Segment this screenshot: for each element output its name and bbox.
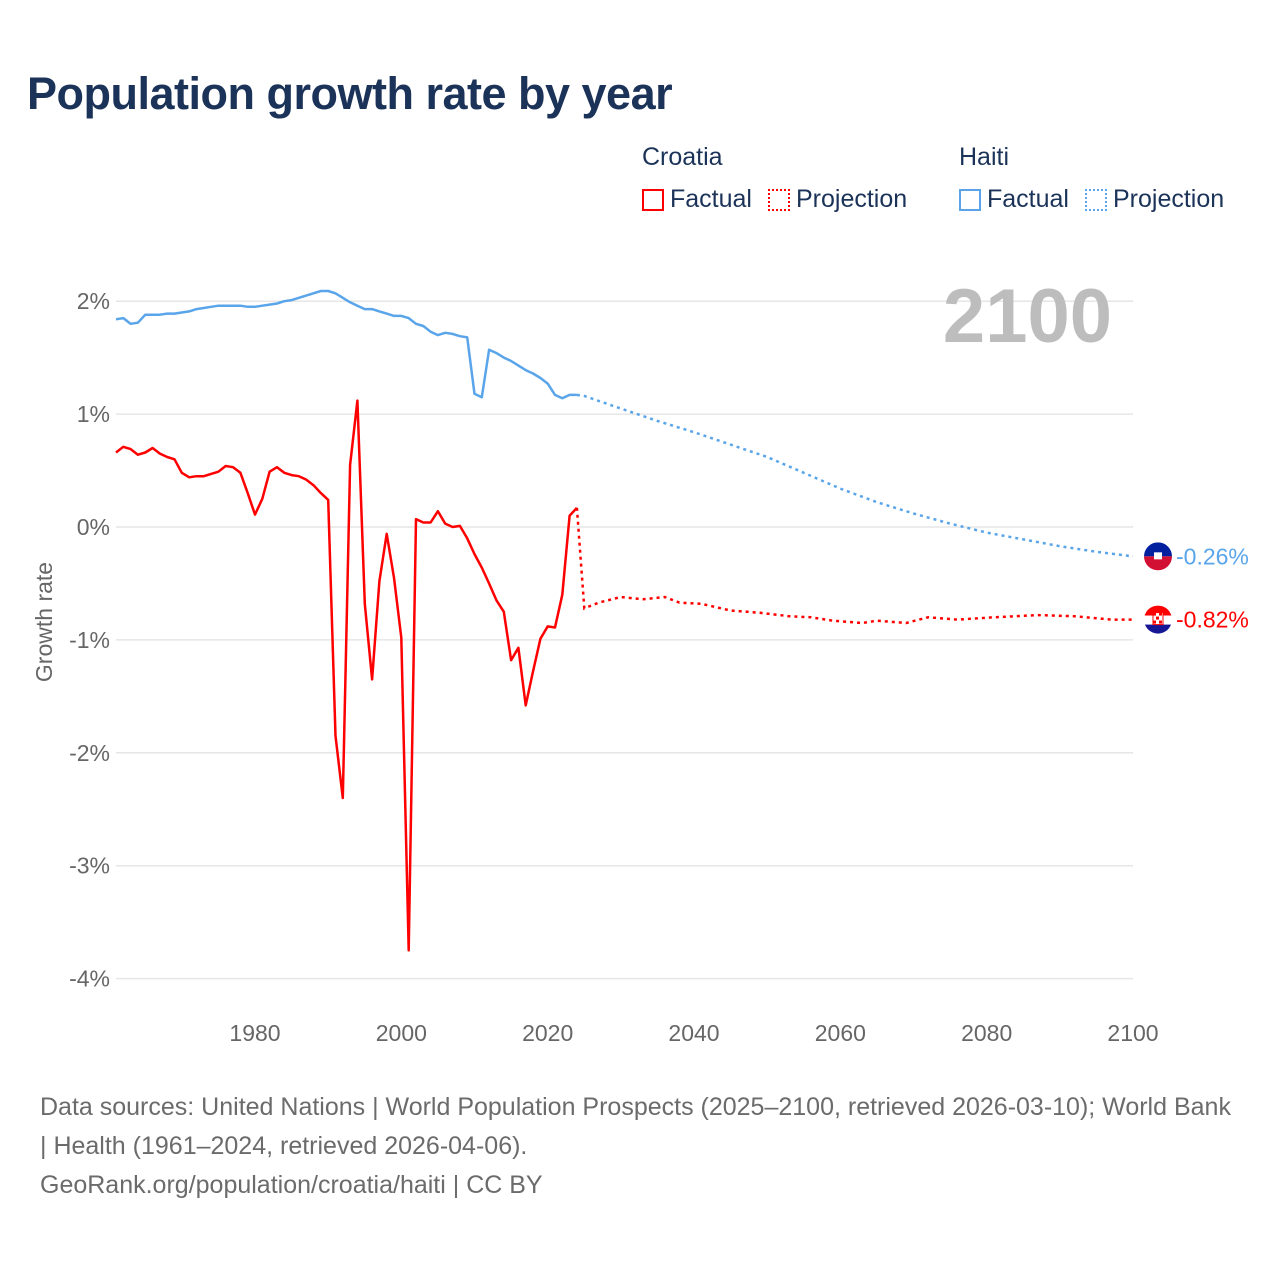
x-tick-label: 2100	[1107, 1020, 1158, 1046]
data-sources: Data sources: United Nations | World Pop…	[40, 1093, 1231, 1160]
croatia-end-label: -0.82%	[1176, 607, 1249, 633]
page-title: Population growth rate by year	[27, 68, 673, 119]
croatia-factual-line	[115, 399, 578, 952]
haiti-end-label: -0.26%	[1176, 543, 1249, 569]
y-tick-label: -3%	[69, 853, 110, 879]
croatia-projection-line	[575, 507, 1133, 625]
y-tick-label: 2%	[77, 288, 110, 314]
x-tick-label: 2020	[522, 1020, 573, 1046]
solid-swatch-icon	[959, 188, 981, 211]
legend-croatia: Croatia Factual Projection	[642, 143, 907, 214]
credit-link[interactable]: GeoRank.org/population/croatia/haiti | C…	[40, 1171, 543, 1199]
y-tick-label: 0%	[77, 514, 110, 540]
x-tick-label: 1980	[229, 1020, 280, 1046]
legend-croatia-factual[interactable]: Factual	[642, 185, 752, 214]
legend-haiti-factual[interactable]: Factual	[959, 185, 1069, 214]
haiti-projection-line	[576, 393, 1134, 558]
y-axis-label: Growth rate	[31, 562, 57, 682]
y-tick-label: -4%	[69, 966, 110, 992]
haiti-flag-icon	[1144, 542, 1172, 571]
legend-label: Factual	[670, 185, 752, 213]
legend-label: Projection	[1112, 185, 1225, 213]
dotted-swatch-icon	[1084, 188, 1107, 211]
x-tick-label: 2000	[376, 1020, 427, 1046]
y-tick-label: -2%	[69, 740, 110, 766]
legend-croatia-projection[interactable]: Projection	[767, 185, 908, 214]
current-year-label: 2100	[943, 274, 1112, 359]
y-tick-label: 1%	[77, 401, 110, 427]
x-tick-label: 2080	[961, 1020, 1012, 1046]
croatia-flag-icon	[1144, 605, 1172, 634]
footer: Data sources: United Nations | World Pop…	[40, 1088, 1240, 1205]
legend-label: Projection	[795, 185, 908, 213]
x-tick-label: 2040	[668, 1020, 719, 1046]
solid-swatch-icon	[642, 188, 664, 211]
dotted-swatch-icon	[767, 188, 790, 211]
legend-label: Factual	[987, 185, 1069, 213]
legend-haiti: Haiti Factual Projection	[959, 143, 1224, 214]
y-tick-label: -1%	[69, 627, 110, 653]
legend-haiti-projection[interactable]: Projection	[1084, 185, 1225, 214]
x-tick-label: 2060	[815, 1020, 866, 1046]
legend-group-name: Croatia	[642, 143, 723, 171]
legend-group-name: Haiti	[959, 143, 1010, 171]
haiti-factual-line	[115, 289, 577, 400]
